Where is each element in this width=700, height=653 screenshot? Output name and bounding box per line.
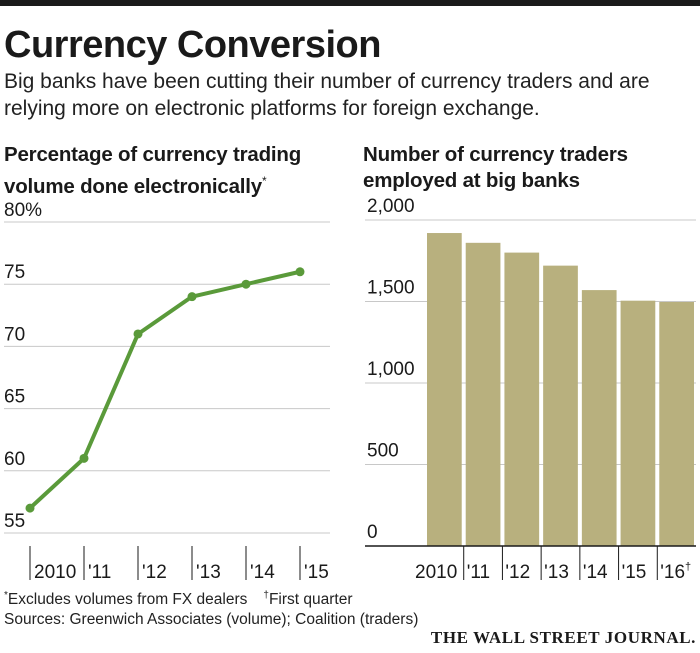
y-tick-label: 80% [4, 200, 42, 221]
y-tick-label: 1,000 [367, 359, 415, 380]
footnote-line: *Excludes volumes from FX dealers †First … [4, 590, 353, 609]
x-tick-label: '15 [304, 562, 329, 583]
line-chart-title: Percentage of currency trading volume do… [4, 142, 344, 200]
top-rule [0, 0, 700, 6]
x-tick-label: '13 [544, 562, 569, 583]
x-tick-label: '16† [660, 561, 691, 583]
line-chart-title-text: Percentage of currency trading volume do… [4, 143, 302, 198]
page-title: Currency Conversion [4, 24, 381, 66]
footnote-excludes: Excludes volumes from FX dealers [7, 591, 248, 609]
y-tick-label: 75 [4, 262, 25, 283]
x-tick-label: '11 [467, 562, 490, 583]
y-tick-label: 55 [4, 511, 25, 532]
y-tick-label: 1,500 [367, 278, 415, 299]
data-point [79, 453, 89, 463]
x-tick-label: '15 [622, 562, 647, 583]
x-tick-label: 2010 [34, 562, 76, 583]
footnote-sources: Sources: Greenwich Associates (volume); … [4, 611, 419, 628]
data-point [25, 503, 35, 513]
bar [504, 252, 540, 546]
bar-chart-title: Number of currency traders employed at b… [363, 143, 628, 192]
x-tick-label: '12 [505, 562, 530, 583]
x-tick-label: 2010 [415, 562, 457, 583]
bar [427, 233, 462, 547]
x-tick-note-mark: † [685, 561, 691, 573]
y-tick-label: 2,000 [367, 196, 415, 217]
series-line [28, 269, 302, 511]
y-tick-label: 65 [4, 387, 25, 408]
bar [581, 290, 617, 546]
y-tick-label: 70 [4, 324, 25, 345]
x-tick-label: '14 [583, 562, 608, 583]
x-tick-label: '13 [196, 562, 221, 583]
footnote-first-quarter-mark: † [263, 590, 269, 601]
data-point [187, 292, 197, 302]
bar [659, 301, 694, 546]
line-chart-title-note-mark: * [261, 174, 267, 188]
bar [465, 242, 501, 546]
data-point [133, 329, 143, 339]
page-subtitle: Big banks have been cutting their number… [4, 70, 650, 120]
bar [543, 265, 578, 546]
data-point [241, 279, 251, 289]
publisher-logo: THE WALL STREET JOURNAL. [430, 628, 696, 647]
y-tick-label: 60 [4, 449, 25, 470]
x-tick-label: '14 [250, 562, 275, 583]
bar [620, 300, 656, 546]
y-tick-label: 500 [367, 441, 399, 462]
y-tick-label: 0 [367, 522, 378, 543]
footnote-first-quarter: First quarter [268, 591, 353, 609]
x-tick-label: '11 [88, 562, 111, 583]
data-point [295, 267, 305, 277]
x-tick-label: '12 [142, 562, 167, 583]
footnote-excludes-mark: * [4, 590, 8, 601]
